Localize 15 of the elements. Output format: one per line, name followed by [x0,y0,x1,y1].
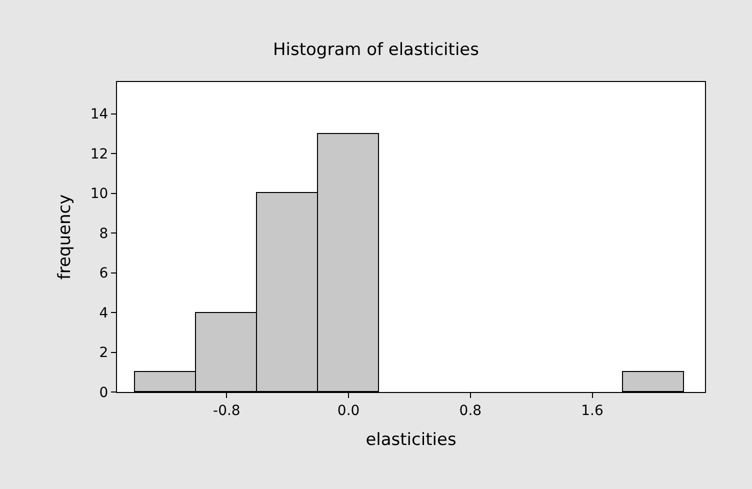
y-tick-label: 6 [99,266,108,282]
y-tick-label: 2 [99,345,108,362]
y-tick-label: 8 [99,226,108,242]
x-tick-label: -0.8 [213,402,240,419]
x-tick-label: 0.8 [459,402,482,419]
y-tick-label: 12 [90,146,108,162]
y-tick-label: 10 [90,186,108,202]
x-axis-title: elasticities [366,430,456,450]
y-axis-title: frequency [54,194,75,280]
x-tick-label: 0.0 [337,402,360,419]
y-tick-label: 14 [90,106,108,123]
chart-title: Histogram of elasticities [272,40,480,60]
y-tick-label: 0 [99,384,108,401]
x-tick-label: 1.6 [581,402,604,419]
y-tick-label: 4 [99,305,108,322]
